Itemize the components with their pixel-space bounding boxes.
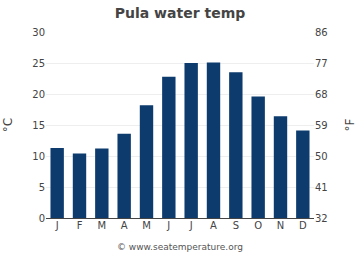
- svg-text:10: 10: [32, 151, 45, 162]
- svg-text:59: 59: [315, 120, 328, 131]
- svg-text:A: A: [121, 220, 128, 231]
- svg-text:S: S: [233, 220, 239, 231]
- svg-text:°C: °C: [1, 118, 15, 132]
- svg-text:25: 25: [32, 58, 45, 69]
- svg-text:O: O: [254, 220, 262, 231]
- svg-text:0: 0: [39, 213, 45, 224]
- svg-text:77: 77: [315, 58, 328, 69]
- svg-text:J: J: [55, 220, 59, 231]
- svg-text:M: M: [98, 220, 107, 231]
- svg-text:15: 15: [32, 120, 45, 131]
- svg-text:5: 5: [39, 182, 45, 193]
- svg-text:J: J: [189, 220, 193, 231]
- svg-text:F: F: [77, 220, 83, 231]
- svg-text:J: J: [166, 220, 170, 231]
- svg-text:A: A: [210, 220, 217, 231]
- svg-text:© www.seatemperature.org: © www.seatemperature.org: [117, 242, 243, 252]
- svg-text:N: N: [277, 220, 284, 231]
- svg-text:50: 50: [315, 151, 328, 162]
- svg-text:D: D: [299, 220, 307, 231]
- svg-text:M: M: [142, 220, 151, 231]
- svg-text:20: 20: [32, 89, 45, 100]
- svg-text:32: 32: [315, 213, 328, 224]
- svg-text:Pula water temp: Pula water temp: [115, 5, 246, 21]
- svg-text:68: 68: [315, 89, 328, 100]
- svg-text:°F: °F: [343, 118, 357, 131]
- svg-text:41: 41: [315, 182, 328, 193]
- svg-text:30: 30: [32, 27, 45, 38]
- svg-text:86: 86: [315, 27, 328, 38]
